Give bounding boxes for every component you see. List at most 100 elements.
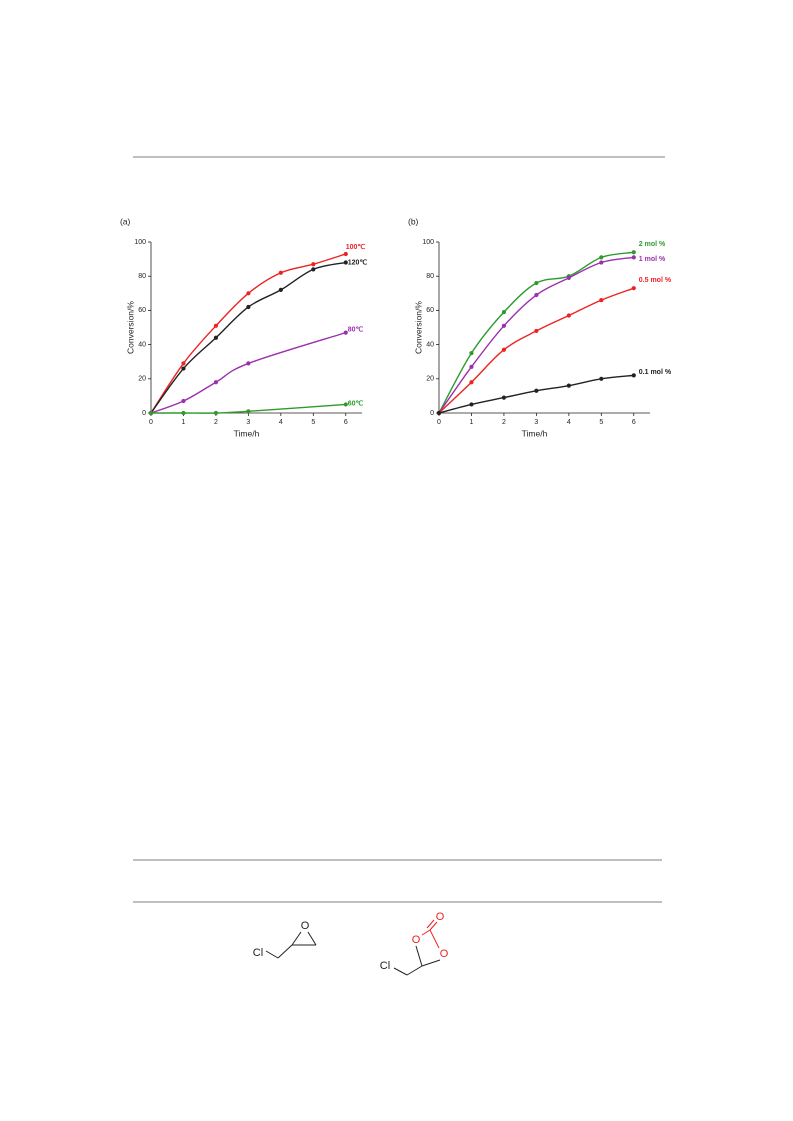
- data-point: [469, 351, 474, 356]
- data-point: [599, 376, 604, 381]
- series-label: 120℃: [348, 258, 368, 266]
- y-tick-label: 20: [426, 376, 434, 383]
- series-label: 2 mol %: [639, 241, 666, 248]
- data-point: [534, 388, 539, 393]
- atom-label: O: [436, 911, 445, 923]
- data-point: [278, 270, 283, 275]
- data-point: [213, 323, 219, 328]
- data-point: [246, 361, 251, 366]
- y-tick-label: 80: [138, 273, 146, 280]
- y-tick-label: 100: [422, 239, 434, 246]
- data-point: [343, 402, 348, 407]
- y-tick-label: 0: [142, 410, 146, 417]
- data-point: [213, 335, 219, 340]
- data-point: [534, 292, 539, 298]
- x-tick-label: 0: [149, 419, 153, 426]
- x-axis-title: Time/h: [234, 428, 260, 438]
- data-point: [246, 291, 251, 296]
- y-axis-title: Conversion/%: [413, 301, 423, 354]
- data-point: [599, 255, 604, 260]
- data-point: [631, 373, 636, 378]
- atom-label: Cl: [253, 947, 263, 959]
- atom-label: O: [412, 934, 421, 946]
- data-point: [469, 364, 474, 369]
- chloropropylene-carbonate: [393, 919, 441, 976]
- y-tick-label: 60: [426, 307, 434, 314]
- atom-label: O: [440, 948, 449, 960]
- x-tick-label: 3: [534, 419, 538, 426]
- x-axis-title: Time/h: [522, 428, 548, 438]
- x-tick-label: 5: [599, 419, 603, 426]
- data-point: [566, 313, 571, 318]
- data-point: [343, 251, 348, 257]
- y-tick-label: 20: [138, 376, 146, 383]
- series-label: 0.1 mol %: [639, 369, 672, 376]
- data-point: [343, 330, 348, 335]
- data-point: [213, 380, 219, 385]
- y-tick-label: 0: [430, 410, 434, 417]
- x-tick-label: 0: [437, 419, 441, 426]
- data-point: [566, 383, 571, 388]
- y-tick-label: 80: [426, 273, 434, 280]
- data-point: [246, 304, 251, 310]
- panel-label: (a): [120, 216, 131, 226]
- data-point: [343, 260, 348, 265]
- series-label: 1 mol %: [639, 256, 666, 263]
- data-point: [246, 409, 251, 414]
- data-point: [213, 410, 219, 416]
- data-point: [181, 361, 186, 366]
- atom-label: Cl: [380, 960, 390, 972]
- x-tick-label: 5: [311, 419, 315, 426]
- x-tick-label: 2: [502, 419, 506, 426]
- x-tick-label: 6: [632, 419, 636, 426]
- data-point: [631, 250, 636, 255]
- data-point: [148, 410, 154, 416]
- data-point: [311, 267, 316, 272]
- data-point: [278, 287, 283, 292]
- y-tick-label: 40: [426, 341, 434, 348]
- series-label: 0.5 mol %: [639, 277, 672, 284]
- x-tick-label: 2: [214, 419, 218, 426]
- data-point: [631, 255, 636, 260]
- data-point: [631, 286, 636, 291]
- data-point: [534, 280, 539, 286]
- series-label: 100℃: [346, 243, 366, 251]
- data-point: [181, 366, 186, 371]
- series-line: [438, 287, 635, 414]
- panel-label: (b): [408, 216, 419, 226]
- y-tick-label: 100: [134, 239, 146, 246]
- data-point: [469, 402, 474, 407]
- data-point: [599, 298, 604, 303]
- atom-label: O: [301, 920, 310, 932]
- y-axis-title: Conversion/%: [125, 301, 135, 354]
- data-point: [501, 347, 507, 352]
- series-line: [150, 331, 346, 414]
- data-point: [501, 395, 507, 400]
- series-label: 80℃: [348, 325, 364, 333]
- epichlorohydrin: [265, 931, 317, 959]
- x-tick-label: 1: [182, 419, 186, 426]
- series-line: [438, 374, 634, 414]
- data-point: [534, 328, 539, 334]
- x-tick-label: 4: [279, 419, 283, 426]
- data-point: [501, 323, 507, 328]
- x-tick-label: 4: [567, 419, 571, 426]
- series-line: [150, 253, 346, 414]
- data-point: [311, 262, 316, 267]
- y-tick-label: 40: [138, 341, 146, 348]
- data-point: [566, 275, 571, 281]
- x-tick-label: 6: [344, 419, 348, 426]
- data-point: [501, 310, 507, 315]
- y-tick-label: 60: [138, 307, 146, 314]
- data-point: [181, 398, 186, 404]
- x-tick-label: 3: [246, 419, 250, 426]
- data-point: [436, 410, 442, 416]
- series-line: [150, 261, 346, 414]
- x-tick-label: 1: [470, 419, 474, 426]
- data-point: [469, 380, 474, 385]
- data-point: [181, 410, 186, 416]
- series-label: 60℃: [348, 399, 364, 407]
- data-point: [599, 260, 604, 265]
